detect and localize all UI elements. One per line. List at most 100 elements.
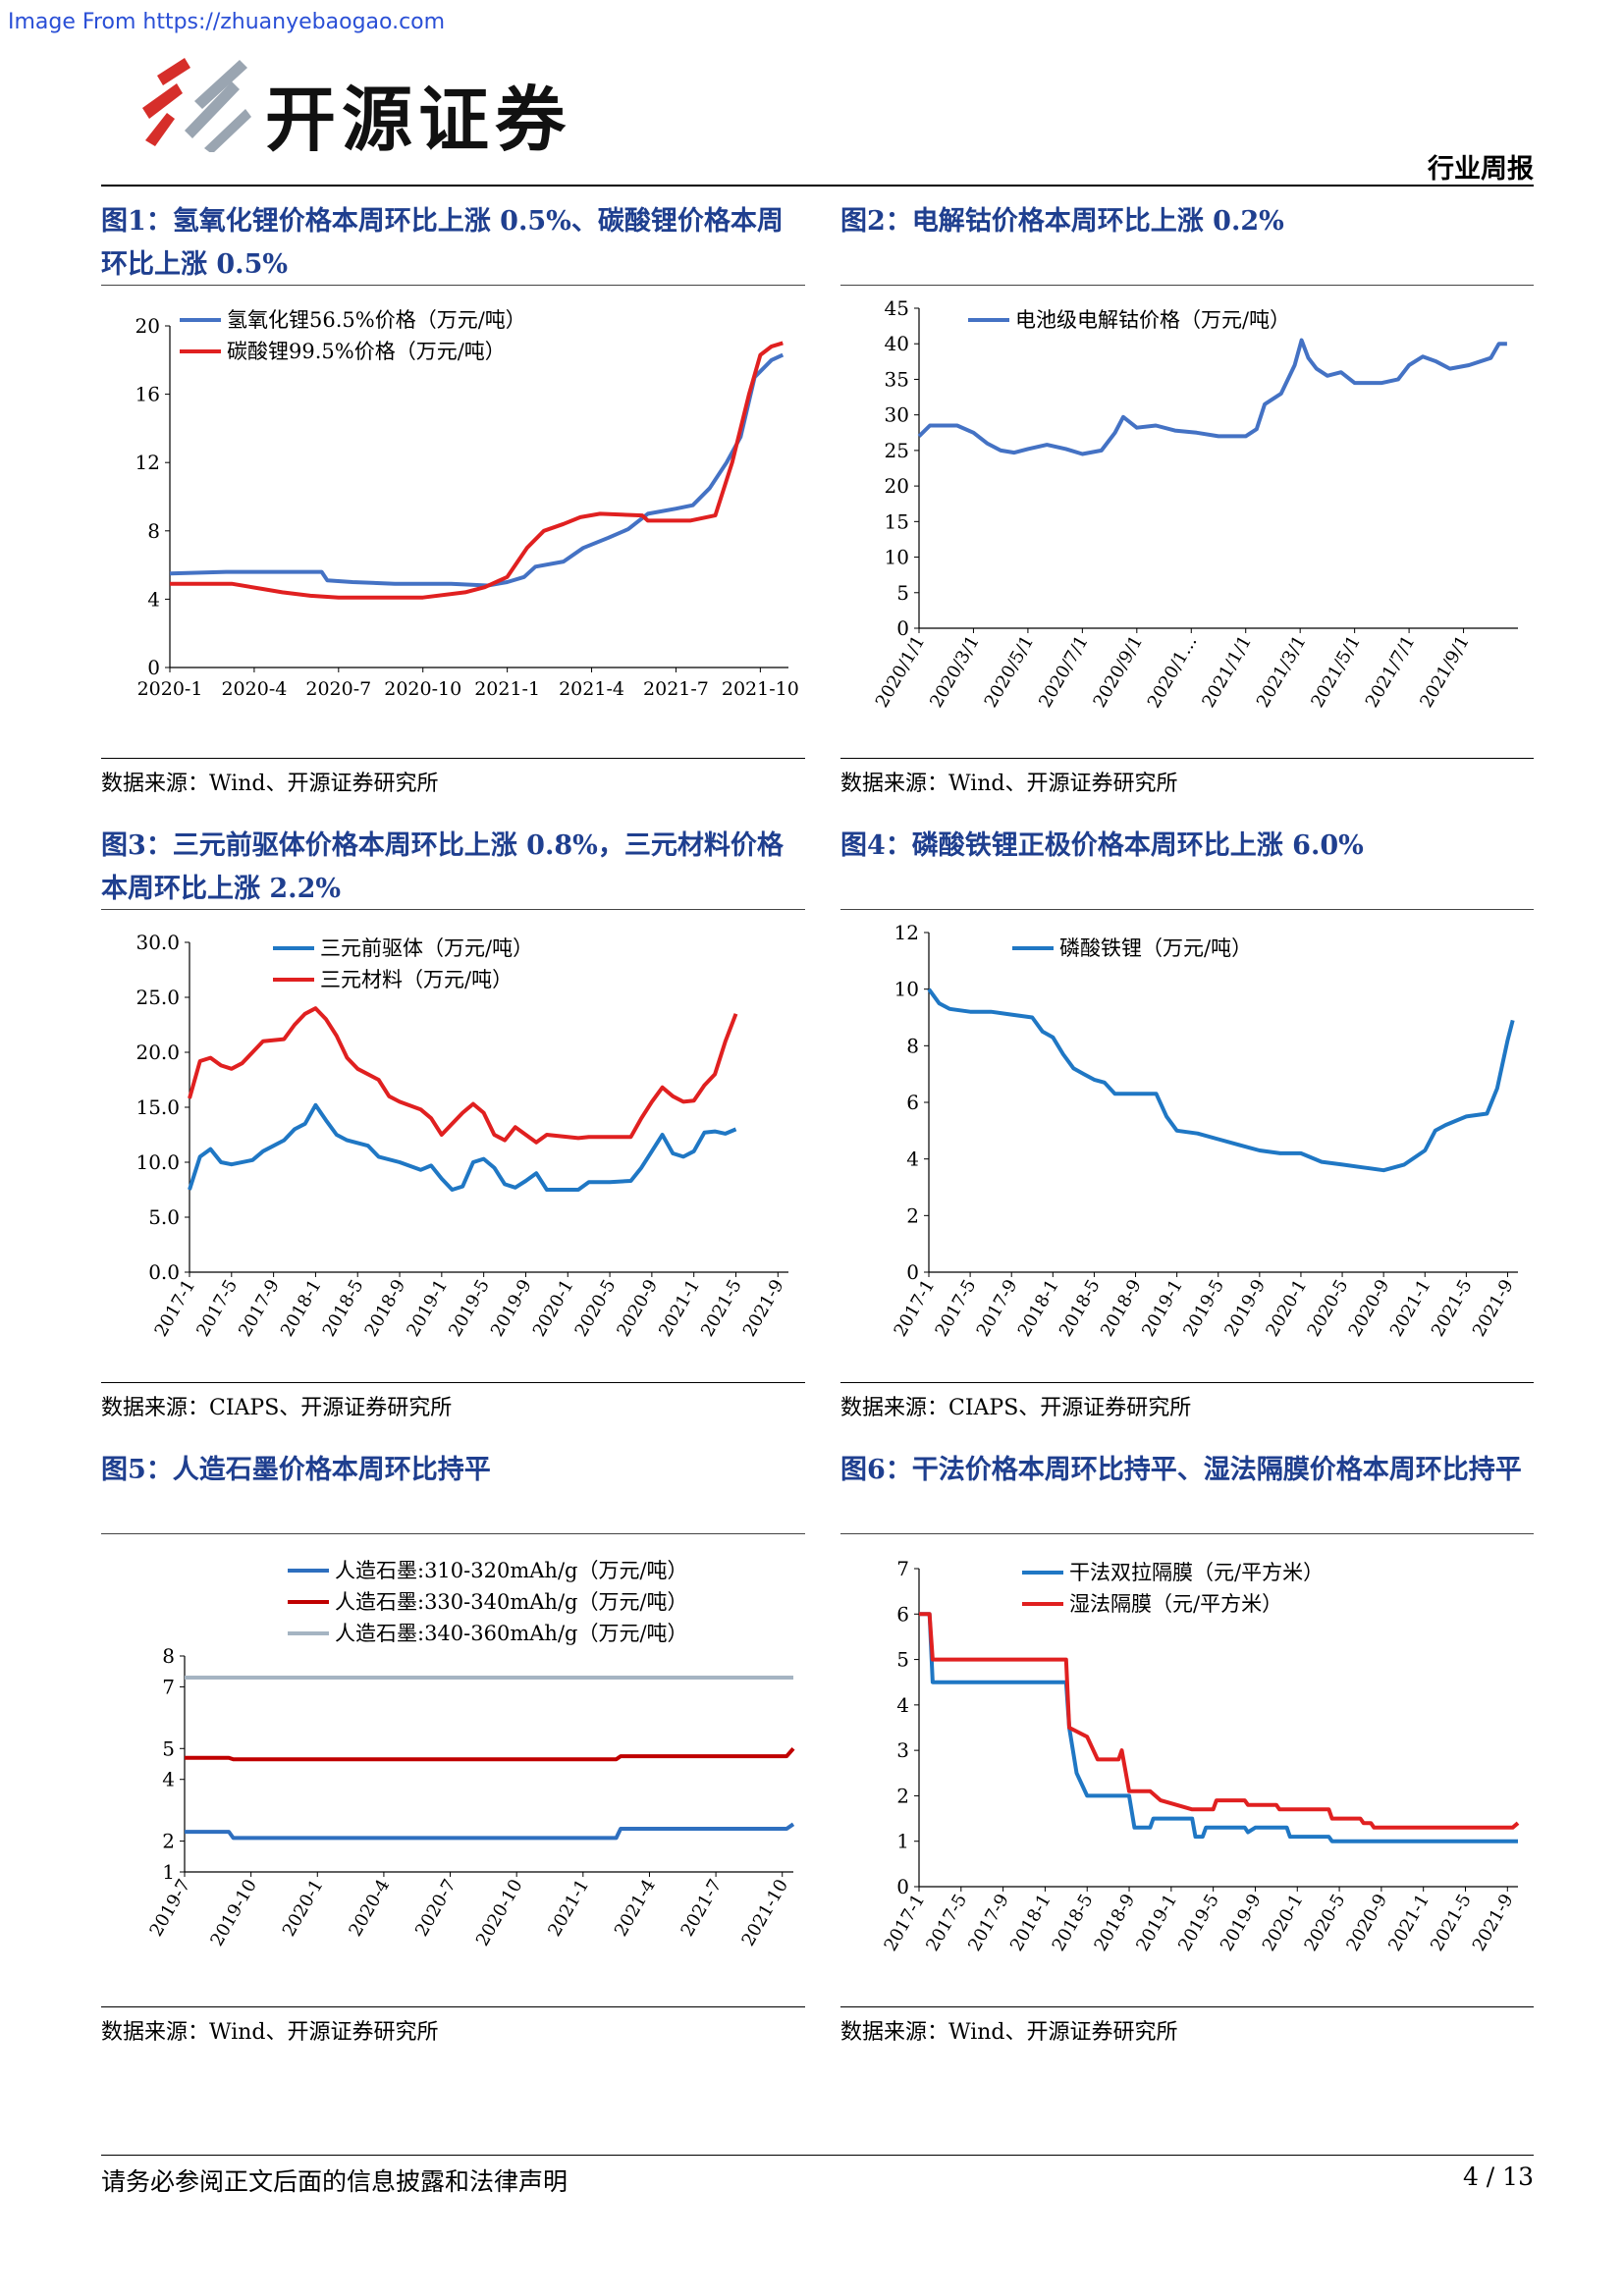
y-tick-label: 0 (896, 616, 909, 640)
legend-label: 人造石墨:330-340mAh/g（万元/吨） (335, 1590, 688, 1614)
ternary-price-chart: 0.05.010.015.020.025.030.02017-12017-520… (135, 931, 788, 1340)
y-tick-label: 40 (885, 332, 909, 355)
figure-4-source: 数据来源：CIAPS、开源证券研究所 (840, 1396, 1192, 1420)
x-tick-label: 2019-10 (206, 1876, 261, 1949)
x-tick-label: 2020-4 (345, 1876, 394, 1940)
x-tick-label: 2021-10 (737, 1876, 792, 1949)
y-tick-label: 8 (906, 1034, 919, 1057)
x-tick-label: 2021/9/1 (1416, 632, 1474, 712)
figure-2-source: 数据来源：Wind、开源证券研究所 (840, 772, 1178, 796)
figure-6-source: 数据来源：Wind、开源证券研究所 (840, 2020, 1178, 2045)
figure-5-title: 图5：人造石墨价格本周环比持平 (101, 1455, 491, 1485)
figure-1-chart: 0 4 8 12 16 20 2020-1 2020-4 2020-7 2020-10 2021-1… (101, 294, 805, 746)
figure-1-source: 数据来源：Wind、开源证券研究所 (101, 772, 439, 796)
y-tick-label: 20 (885, 474, 909, 498)
legend-label: 湿法隔膜（元/平方米） (1069, 1592, 1282, 1616)
legend-label: 磷酸铁锂（万元/吨） (1059, 936, 1252, 960)
x-tick-label: 2021/1/1 (1198, 632, 1256, 712)
y-tick-label: 10 (885, 546, 909, 569)
y-tick-label: 25.0 (135, 986, 180, 1009)
y-tick-label: 15.0 (135, 1095, 180, 1119)
y-tick-label: 7 (896, 1557, 909, 1580)
figure-1-bottom-rule (101, 758, 805, 759)
series-line (919, 1612, 1520, 1830)
x-tick-label: 2021-4 (559, 678, 624, 700)
footer-disclaimer: 请务必参阅正文后面的信息披露和法律声明 (101, 2167, 568, 2196)
figure-2-chart: 0 5 10 15 20 25 30 35 40 45 2020/1/1 2020/3/1 2020/5… (840, 294, 1534, 746)
y-tick-label: 5 (896, 1648, 909, 1672)
figure-5-bottom-rule (101, 2006, 805, 2007)
x-tick-label: 2021-1 (474, 678, 540, 700)
figure-1-top-rule (101, 285, 805, 286)
x-tick-label: 2021/3/1 (1253, 632, 1311, 712)
series-line (919, 1612, 1518, 1843)
figure-6-bottom-rule (840, 2006, 1534, 2007)
legend-label: 干法双拉隔膜（元/平方米） (1069, 1561, 1324, 1584)
y-tick-label: 10 (894, 978, 919, 1001)
figure-3-source: 数据来源：CIAPS、开源证券研究所 (101, 1396, 453, 1420)
legend-label: 碳酸锂99.5%价格（万元/吨） (227, 340, 506, 363)
y-tick-label: 12 (894, 921, 919, 944)
x-tick-label: 2021-4 (611, 1876, 660, 1940)
figure-5-chart: 1 2 4 5 7 8 2019-7 2019-10 2020-1 2020-4 2020-7 202… (101, 1543, 805, 1995)
company-logo: 开源证券 (137, 54, 609, 161)
y-tick-label: 1 (896, 1830, 909, 1853)
y-tick-label: 10.0 (135, 1150, 180, 1174)
figure-4-top-rule (840, 909, 1534, 910)
series-line (917, 338, 1507, 456)
x-tick-label: 2021-9 (739, 1276, 788, 1340)
y-tick-label: 25 (885, 439, 909, 462)
y-tick-label: 2 (162, 1830, 175, 1853)
figure-3-top-rule (101, 909, 805, 910)
x-tick-label: 2021-7 (677, 1876, 727, 1940)
series-line (188, 1006, 738, 1145)
x-tick-label: 2020/9/1 (1090, 632, 1148, 712)
x-tick-label: 2020/5/1 (981, 632, 1039, 712)
x-tick-label: 2020-10 (384, 678, 461, 700)
y-tick-label: 5.0 (148, 1205, 180, 1229)
report-type: 行业周报 (1428, 154, 1534, 185)
y-tick-label: 7 (162, 1675, 175, 1698)
y-tick-label: 6 (896, 1602, 909, 1626)
footer-divider (101, 2155, 1534, 2156)
y-tick-label: 2 (896, 1784, 909, 1807)
series-line (188, 1102, 737, 1192)
x-tick-label: 2020-7 (411, 1876, 460, 1940)
figure-5-source: 数据来源：Wind、开源证券研究所 (101, 2020, 439, 2045)
x-tick-label: 2020/3/1 (926, 632, 984, 712)
lfp-price-chart: 0246810122017-12017-52017-92018-12018-52… (890, 921, 1518, 1340)
brand-name: 开源证券 (265, 79, 572, 161)
x-tick-label: 2021-1 (544, 1876, 593, 1940)
x-tick-label: 2021-7 (643, 678, 709, 700)
y-tick-label: 0 (896, 1875, 909, 1898)
y-tick-label: 30.0 (135, 931, 180, 954)
y-tick-label: 4 (147, 587, 160, 611)
y-tick-label: 4 (896, 1693, 909, 1717)
x-tick-label: 2020/7/1 (1035, 632, 1093, 712)
series-line (185, 1746, 795, 1762)
figure-2-title: 图2：电解钴价格本周环比上涨 0.2% (840, 206, 1284, 237)
x-tick-label: 2020-4 (221, 678, 287, 700)
y-tick-label: 8 (162, 1644, 175, 1668)
figure-6-chart: 0 1 2 3 4 5 6 7 2017-1 2017-5 2017-9 2018-1 2018-5 20… (840, 1543, 1534, 1995)
series-line (170, 341, 784, 600)
y-tick-label: 6 (906, 1091, 919, 1114)
y-tick-label: 1 (162, 1860, 175, 1884)
x-tick-label: 2020-1 (137, 678, 203, 700)
x-tick-label: 2021-9 (1469, 1891, 1518, 1954)
y-tick-label: 4 (162, 1768, 175, 1791)
figure-2-top-rule (840, 285, 1534, 286)
y-tick-label: 4 (906, 1148, 919, 1171)
figure-4-chart: 0 2 4 6 8 10 12 2017-1 2017-5 2017-9 2018-1 2018-5 2… (840, 919, 1534, 1370)
separator-price-chart: 012345672017-12017-52017-92018-12018-520… (880, 1557, 1520, 1954)
y-tick-label: 20.0 (135, 1041, 180, 1064)
y-tick-label: 30 (885, 403, 909, 427)
x-tick-label: 2020/1/1 (872, 632, 930, 712)
y-tick-label: 8 (147, 519, 160, 543)
y-tick-label: 16 (135, 383, 160, 406)
figure-6-title: 图6：干法价格本周环比持平、湿法隔膜价格本周环比持平 (840, 1455, 1522, 1485)
x-tick-label: 2021-9 (1469, 1276, 1518, 1340)
cobalt-price-chart: 0 5 10 15 20 25 30 35 40 45 2020/1/12020/3/12020/5… (872, 296, 1518, 712)
x-tick-label: 2020-10 (472, 1876, 527, 1949)
